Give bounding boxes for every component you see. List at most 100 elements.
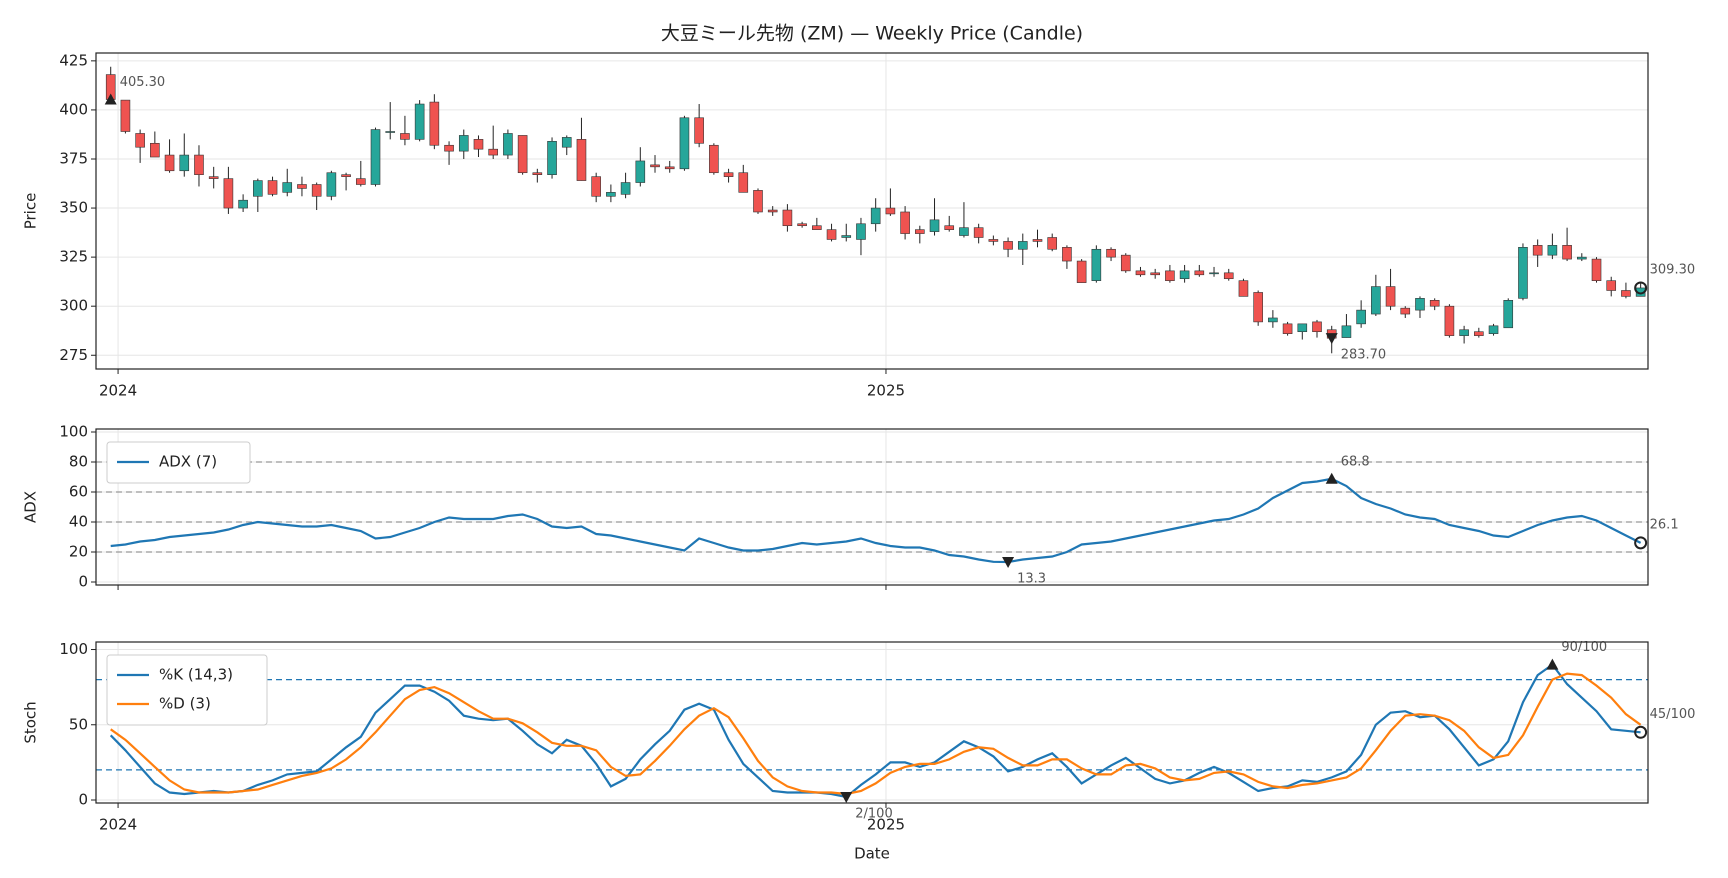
candle-body — [223, 178, 234, 209]
candle-body — [517, 135, 528, 174]
candle-body — [1106, 248, 1116, 258]
candle-body — [267, 180, 278, 195]
candle-body — [870, 207, 881, 225]
y-tick-label: 0 — [78, 790, 88, 808]
y-tick-label: 375 — [59, 149, 88, 167]
candle-body — [1444, 305, 1455, 336]
candle-body — [1047, 237, 1058, 250]
candle-body — [1282, 323, 1293, 334]
legend-label: %D (3) — [159, 695, 211, 713]
candle-body — [179, 154, 190, 172]
candle-body — [385, 131, 396, 133]
candle-body — [915, 229, 925, 234]
candle-body — [812, 225, 822, 230]
candle-body — [1474, 331, 1484, 336]
panel: 0 50 100 2024 2025 Stoch Date 90/100 2/100 45/100… — [22, 640, 1696, 862]
candle-body — [341, 174, 351, 177]
annotation: 2/100 — [855, 806, 892, 821]
candle-body — [326, 172, 337, 197]
legend-box — [106, 441, 251, 484]
min-marker — [1325, 333, 1338, 345]
candle-body — [841, 235, 852, 238]
candle-body — [1371, 286, 1381, 315]
candle-body — [826, 229, 837, 240]
candle-body — [1606, 280, 1617, 291]
y-axis-label: Stoch — [22, 701, 40, 743]
y-tick-label: 50 — [69, 715, 88, 733]
candle-body — [1165, 270, 1175, 281]
candle-body — [1400, 307, 1411, 315]
candle-body — [753, 190, 763, 213]
candle-body — [606, 192, 616, 197]
max-marker — [1325, 472, 1338, 484]
y-tick-label: 40 — [69, 513, 88, 531]
candle-body — [208, 176, 219, 179]
x-tick-label: 2024 — [99, 382, 137, 400]
candle-body — [561, 137, 572, 148]
y-tick-label: 350 — [59, 199, 88, 217]
candle-body — [1076, 260, 1087, 283]
candle-body — [1621, 290, 1631, 297]
y-tick-label: 100 — [59, 423, 88, 441]
panel: 275 300 325 350 375 400 425 2024 2025 大豆ミール先物 (ZM… — [22, 23, 1696, 400]
candle-body — [1017, 241, 1028, 250]
candle-body — [929, 219, 940, 232]
candle-body — [694, 117, 704, 144]
legend-label: %K (14,3) — [159, 666, 233, 684]
y-tick-label: 425 — [59, 51, 88, 69]
annotation: 26.1 — [1650, 517, 1679, 532]
candle-body — [797, 223, 807, 227]
y-tick-label: 80 — [69, 453, 88, 471]
candle-body — [547, 141, 557, 175]
candle-body — [238, 199, 248, 209]
min-marker — [1002, 557, 1015, 569]
y-axis-label: Price — [22, 193, 40, 230]
candle-body — [1312, 321, 1322, 333]
max-marker — [1546, 658, 1559, 670]
candle-body — [164, 154, 175, 172]
candle-body — [488, 148, 498, 156]
candle-body — [414, 103, 425, 140]
candle-body — [1135, 270, 1146, 276]
annotation: 45/100 — [1650, 707, 1696, 722]
min-marker — [840, 791, 853, 803]
annotation: 405.30 — [120, 75, 166, 90]
y-tick-label: 275 — [59, 346, 88, 364]
candle-body — [1356, 309, 1366, 325]
y-axis-label: ADX — [22, 491, 40, 523]
line-series — [110, 672, 1642, 796]
annotation: 309.30 — [1650, 262, 1696, 277]
candle-body — [679, 117, 690, 170]
candle-body — [150, 142, 160, 158]
candle-body — [429, 101, 440, 146]
candle-body — [767, 209, 778, 213]
candle-body — [973, 227, 984, 238]
plot-frame — [95, 52, 1649, 370]
candle-body — [1223, 272, 1234, 280]
candle-body — [635, 160, 646, 183]
candle-body — [782, 209, 793, 227]
candle-body — [591, 176, 601, 197]
candle-body — [1415, 298, 1425, 311]
max-marker — [104, 93, 117, 105]
annotation: 283.70 — [1341, 348, 1387, 363]
candle-body — [944, 225, 955, 230]
candle-body — [370, 129, 381, 185]
candle-body — [1577, 256, 1587, 260]
candle-body — [1488, 325, 1499, 334]
candle-body — [1547, 245, 1558, 256]
candle-body — [1503, 300, 1514, 329]
candle-body — [1518, 247, 1528, 299]
candle-body — [1268, 317, 1278, 323]
legend-box — [106, 654, 268, 726]
candle-body — [723, 172, 734, 177]
candle-body — [856, 223, 866, 240]
candle-body — [738, 172, 749, 193]
x-tick-label: 2024 — [99, 816, 137, 834]
candle-body — [1120, 254, 1131, 272]
candle-body — [620, 182, 631, 195]
y-tick-label: 400 — [59, 100, 88, 118]
candle-body — [458, 135, 469, 152]
candle-body — [885, 207, 896, 215]
line-series — [110, 477, 1642, 564]
